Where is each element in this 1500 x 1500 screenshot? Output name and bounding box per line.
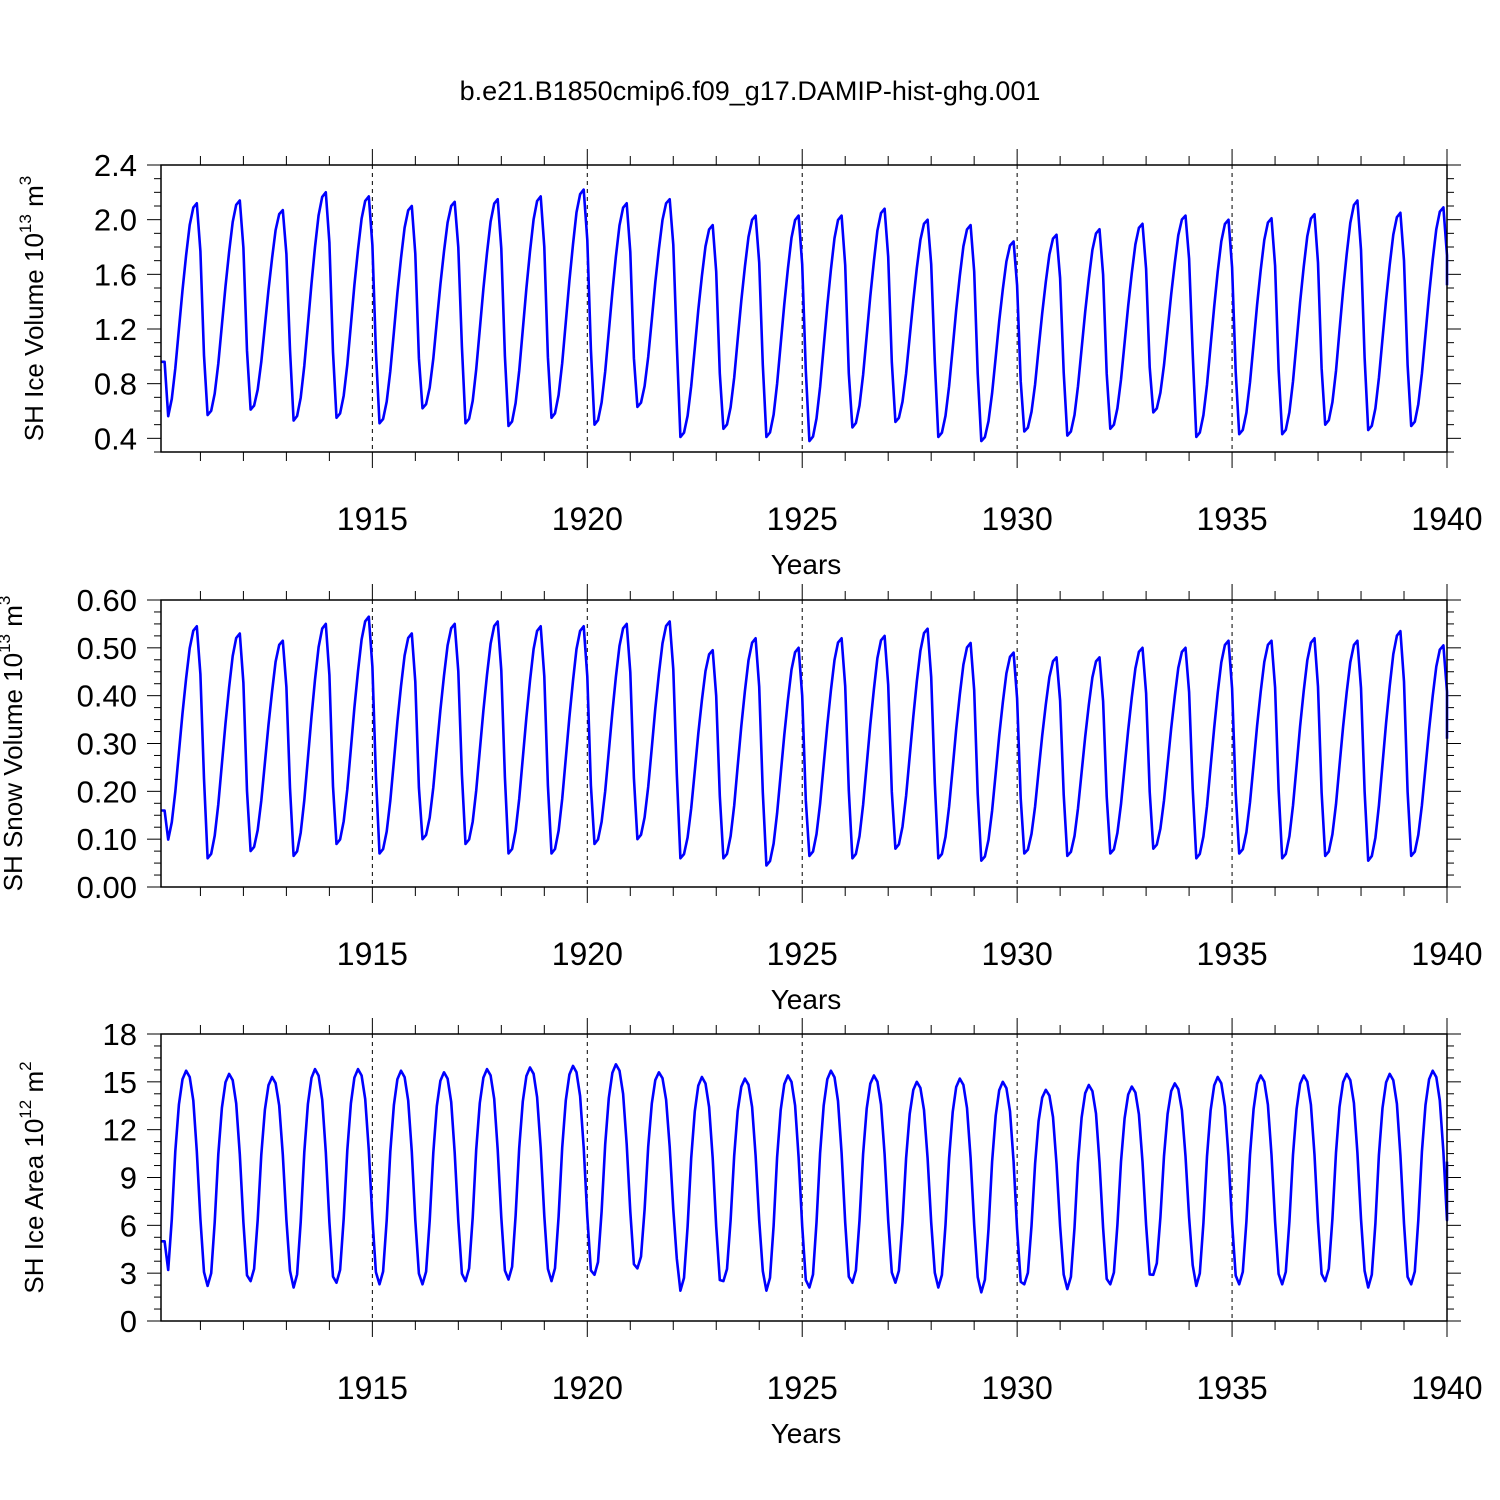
x-axis-label: Years	[771, 549, 842, 580]
y-label-unit_sym: m	[0, 605, 28, 634]
x-tick-label: 1940	[1411, 936, 1482, 972]
y-tick-label: 2.4	[94, 148, 137, 183]
y-tick-label: 0.60	[77, 583, 137, 618]
y-label-unit_base: 10	[19, 1119, 49, 1148]
y-tick-label: 0.20	[77, 774, 137, 809]
y-tick-label: 2.0	[94, 203, 137, 238]
y-tick-label: 12	[103, 1113, 137, 1148]
y-axis-label: SH Ice Area 1012 m2	[16, 1061, 49, 1293]
y-label-unit_sym: m	[19, 1071, 49, 1100]
plot-frame	[160, 164, 1448, 453]
x-tick-label: 1920	[552, 936, 623, 972]
sh-ice-volume-series-line	[161, 188, 1449, 443]
sh-ice-volume-panel: 1915 1920 1925 1930 1935 1940 0.4 0.8 1.2 1.6 2.0 2…	[16, 148, 1483, 580]
y-label-unit_exp: 12	[16, 1100, 35, 1119]
y-label-ylabel: SH Ice Area	[19, 1148, 49, 1294]
x-tick-label: 1925	[767, 501, 838, 537]
y-tick-label: 0.10	[77, 822, 137, 857]
y-tick-label: 15	[103, 1065, 137, 1100]
y-tick-label: 6	[120, 1208, 137, 1243]
y-label-unit_base: 10	[19, 233, 49, 262]
y-axis-label: SH Ice Volume 1013 m3	[16, 176, 49, 441]
y-tick-label: 0	[120, 1304, 137, 1339]
y-label-ylabel: SH Snow Volume	[0, 682, 28, 892]
x-tick-label: 1940	[1411, 1370, 1482, 1406]
y-label-unit_pow: 3	[16, 176, 35, 185]
x-tick-label: 1920	[552, 501, 623, 537]
y-tick-label: 0.8	[94, 367, 137, 402]
x-tick-label: 1930	[982, 936, 1053, 972]
y-tick-label: 1.6	[94, 257, 137, 292]
y-label-unit_base: 10	[0, 653, 28, 682]
x-tick-label: 1925	[767, 936, 838, 972]
sh-ice-area-panel: 1915 1920 1925 1930 1935 1940 0 3 6 9 12 15 18 Years S…	[16, 1017, 1483, 1449]
x-tick-label: 1925	[767, 1370, 838, 1406]
x-tick-label: 1940	[1411, 501, 1482, 537]
sh-ice-area-series-line	[161, 1063, 1449, 1294]
y-tick-label: 0.30	[77, 727, 137, 762]
y-label-unit_pow: 3	[0, 596, 14, 605]
y-tick-label: 1.2	[94, 312, 137, 347]
x-tick-label: 1935	[1196, 501, 1267, 537]
x-tick-label: 1915	[337, 501, 408, 537]
y-tick-label: 9	[120, 1161, 137, 1196]
x-tick-label: 1915	[337, 936, 408, 972]
y-axis-label: SH Snow Volume 1013 m3	[0, 596, 28, 892]
x-axis-label: Years	[771, 1418, 842, 1449]
y-tick-label: 0.40	[77, 679, 137, 714]
x-tick-label: 1930	[982, 501, 1053, 537]
x-tick-label: 1935	[1196, 1370, 1267, 1406]
y-tick-label: 18	[103, 1017, 137, 1052]
y-tick-label: 0.00	[77, 870, 137, 905]
y-tick-label: 0.50	[77, 631, 137, 666]
x-tick-label: 1930	[982, 1370, 1053, 1406]
x-tick-label: 1920	[552, 1370, 623, 1406]
y-label-unit_exp: 13	[0, 634, 14, 653]
y-label-ylabel: SH Ice Volume	[19, 262, 49, 441]
y-label-unit_exp: 13	[16, 214, 35, 233]
y-tick-label: 3	[120, 1256, 137, 1291]
plot-frame	[160, 599, 1448, 888]
plot-frame	[160, 1033, 1448, 1322]
x-tick-label: 1935	[1196, 936, 1267, 972]
sh-snow-volume-series-line	[161, 615, 1449, 867]
x-axis-label: Years	[771, 984, 842, 1015]
x-tick-label: 1915	[337, 1370, 408, 1406]
y-label-unit_pow: 2	[16, 1061, 35, 1070]
sh-snow-volume-panel: 1915 1920 1925 1930 1935 1940 0.00 0.10 0.20 0.30…	[0, 583, 1483, 1015]
chart-title: b.e21.B1850cmip6.f09_g17.DAMIP-hist-ghg.…	[459, 76, 1041, 106]
y-label-unit_sym: m	[19, 185, 49, 214]
y-tick-label: 0.4	[94, 421, 137, 456]
